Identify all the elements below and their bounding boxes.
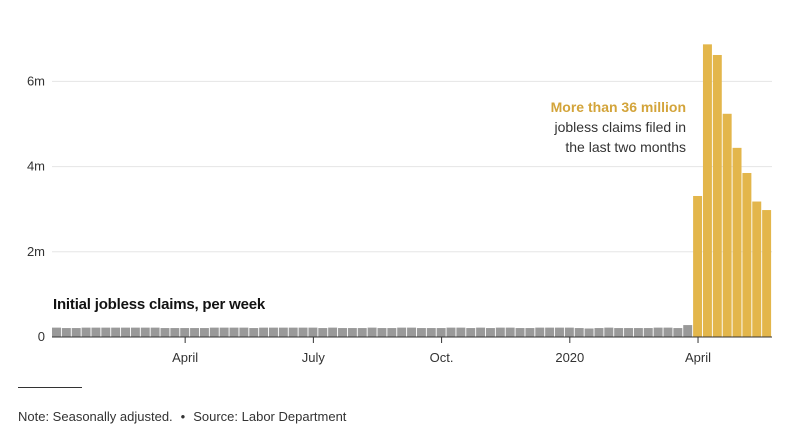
bar bbox=[742, 172, 752, 337]
y-tick-label: 0 bbox=[38, 329, 45, 344]
bar bbox=[219, 327, 229, 337]
bar bbox=[633, 328, 643, 337]
annotation-line-2: the last two months bbox=[565, 139, 686, 155]
bar bbox=[456, 327, 466, 337]
bar bbox=[653, 327, 663, 337]
bar bbox=[209, 327, 219, 337]
bar bbox=[170, 328, 180, 337]
bar bbox=[584, 328, 594, 337]
bar bbox=[407, 327, 417, 337]
chart-title: Initial jobless claims, per week bbox=[53, 296, 266, 313]
bar bbox=[81, 327, 91, 337]
bar bbox=[239, 327, 249, 337]
bar bbox=[722, 113, 732, 337]
footer-bullet: • bbox=[180, 409, 186, 424]
bar bbox=[535, 327, 545, 337]
bar bbox=[702, 44, 712, 338]
bar bbox=[61, 328, 71, 337]
bar bbox=[259, 327, 269, 337]
annotation: More than 36 million jobless claims file… bbox=[551, 97, 686, 157]
bar bbox=[624, 328, 634, 337]
bar bbox=[338, 328, 347, 337]
bar bbox=[712, 54, 722, 338]
bar bbox=[683, 325, 693, 337]
footer: Note: Seasonally adjusted. • Source: Labor… bbox=[18, 409, 346, 424]
bar bbox=[288, 327, 298, 337]
bar bbox=[199, 328, 209, 337]
y-tick-label: 6m bbox=[27, 73, 45, 88]
bar bbox=[495, 327, 505, 337]
bar bbox=[268, 327, 278, 337]
bar bbox=[663, 327, 673, 337]
bar bbox=[545, 327, 555, 337]
bar bbox=[91, 327, 101, 337]
bar bbox=[555, 327, 564, 337]
footer-source: Source: Labor Department bbox=[193, 409, 347, 424]
bar bbox=[466, 328, 476, 337]
bar bbox=[140, 327, 150, 337]
annotation-line-1: jobless claims filed in bbox=[554, 119, 687, 135]
bar bbox=[515, 328, 525, 337]
bar bbox=[426, 328, 436, 337]
bar bbox=[387, 328, 397, 337]
bar bbox=[604, 327, 614, 337]
bar bbox=[328, 327, 338, 337]
bar bbox=[308, 327, 318, 337]
bar bbox=[574, 328, 584, 337]
bar bbox=[160, 328, 170, 337]
bar bbox=[436, 328, 446, 337]
bar bbox=[130, 327, 140, 337]
bar bbox=[397, 327, 407, 337]
bar bbox=[643, 328, 653, 337]
bar bbox=[347, 328, 357, 337]
bar bbox=[101, 327, 111, 337]
bar bbox=[673, 328, 683, 337]
bar bbox=[229, 327, 239, 337]
bar bbox=[111, 327, 121, 337]
bar bbox=[693, 195, 703, 337]
bar bbox=[446, 327, 456, 337]
bar bbox=[278, 327, 288, 337]
annotation-highlight: More than 36 million bbox=[550, 99, 686, 115]
y-tick-label: 4m bbox=[27, 159, 45, 174]
bar bbox=[249, 328, 259, 337]
gridlines bbox=[52, 80, 772, 253]
bar bbox=[732, 147, 742, 337]
bar bbox=[752, 201, 762, 337]
bar bbox=[367, 327, 377, 337]
footer-divider bbox=[18, 387, 82, 388]
axes: 0 2m 4m 6m April July Oct. 2020 April bbox=[27, 73, 772, 365]
bar bbox=[525, 328, 535, 337]
bar bbox=[180, 328, 190, 337]
bar bbox=[505, 327, 515, 337]
bar bbox=[52, 327, 61, 337]
y-tick-label: 2m bbox=[27, 244, 45, 259]
bar bbox=[318, 328, 328, 337]
bar bbox=[190, 328, 200, 337]
bar bbox=[121, 327, 130, 337]
bar bbox=[377, 328, 387, 337]
footer-note: Note: Seasonally adjusted. bbox=[18, 409, 173, 424]
bar bbox=[762, 210, 772, 337]
bar bbox=[594, 328, 604, 337]
bar bbox=[71, 328, 81, 337]
bar bbox=[614, 328, 624, 337]
bar bbox=[564, 327, 574, 337]
x-tick-label: July bbox=[302, 350, 326, 365]
bar bbox=[150, 327, 160, 337]
bar bbox=[298, 327, 308, 337]
bar bbox=[485, 328, 495, 337]
x-tick-label: April bbox=[172, 350, 198, 365]
x-tick-label: April bbox=[685, 350, 711, 365]
bar bbox=[476, 327, 486, 337]
bar bbox=[416, 328, 426, 337]
x-tick-label: Oct. bbox=[430, 350, 454, 365]
x-tick-label: 2020 bbox=[555, 350, 584, 365]
bars bbox=[52, 44, 772, 338]
jobless-claims-chart: 0 2m 4m 6m April July Oct. 2020 April bbox=[27, 44, 772, 365]
bar bbox=[357, 328, 367, 337]
